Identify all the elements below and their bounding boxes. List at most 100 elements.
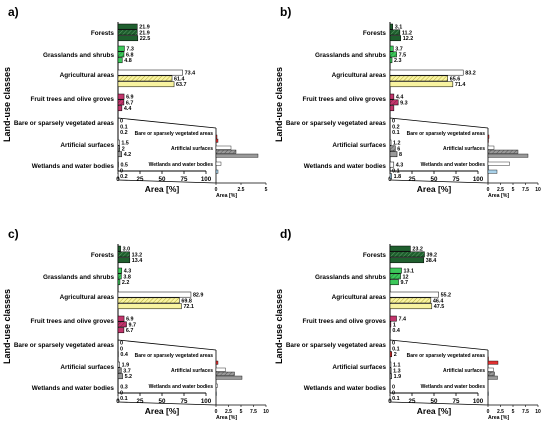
value-label: 72.1 [183, 304, 194, 310]
bar [117, 105, 123, 112]
category-label: Grasslands and shrubs [315, 52, 386, 59]
value-label: 2.2 [122, 280, 130, 286]
inset-bar [215, 153, 259, 158]
value-label: 46.4 [433, 298, 444, 304]
bar [117, 373, 123, 380]
inset-tick-label: 7.5 [522, 187, 529, 193]
zoom-connector [117, 179, 217, 184]
inset-category-label: Artificial surfaces [171, 368, 213, 374]
category-label: Wetlands and water bodies [304, 163, 387, 170]
inset-category-label: Artificial surfaces [443, 368, 485, 374]
value-label: 0 [120, 341, 123, 347]
value-label: 5.2 [125, 374, 132, 380]
inset-x-axis-title: Area [%] [216, 193, 237, 199]
inset-bar [487, 356, 489, 361]
zoom-connector [389, 401, 489, 406]
value-label: 0.4 [120, 352, 128, 358]
inset-tick-label: 7.5 [522, 409, 529, 415]
category-label: Bare or sparsely vegetated areas [286, 120, 387, 127]
inset-bar [487, 360, 499, 365]
category-label: Forests [363, 30, 387, 37]
zoom-connector [389, 117, 489, 129]
bar [117, 93, 125, 100]
value-label: 0.2 [120, 174, 128, 180]
x-tick-label: 0 [388, 398, 392, 405]
category-label: Fruit trees and olive groves [303, 318, 387, 325]
bar [389, 273, 401, 280]
x-axis-title: Area [%] [145, 406, 180, 416]
value-label: 6.9 [126, 95, 133, 101]
panel-d: d) Land-use classes Forests Grasslands and … [274, 227, 541, 421]
x-tick-label: 50 [431, 176, 438, 183]
bar [389, 23, 393, 30]
inset-bar [487, 145, 495, 150]
category-label: Bare or sparsely vegetated areas [14, 120, 115, 127]
inset-tick-label: 5 [512, 409, 515, 415]
bar [117, 145, 121, 152]
value-label: 0 [120, 346, 123, 352]
value-label: 0.5 [120, 163, 128, 169]
inset-bar [215, 161, 222, 166]
value-label: 0 [392, 385, 395, 391]
bar [117, 297, 180, 304]
inset-bar [487, 153, 529, 158]
inset-bar [487, 375, 498, 380]
bar [389, 303, 433, 310]
inset-tick-label: 2.5 [497, 187, 504, 193]
category-label: Wetlands and water bodies [32, 385, 115, 392]
bar [117, 257, 131, 264]
inset-bar [215, 138, 219, 143]
value-label: 0.1 [120, 124, 128, 130]
value-label: 0 [120, 390, 123, 396]
bar [117, 69, 183, 76]
bar [389, 93, 395, 100]
inset-tick-label: 5 [265, 187, 268, 193]
value-label: 3.7 [123, 368, 131, 374]
bar [117, 279, 121, 286]
value-label: 12.2 [403, 36, 414, 42]
value-label: 6.8 [126, 52, 134, 58]
inset-bar [487, 134, 490, 139]
value-label: 6.7 [126, 100, 133, 106]
value-label: 4.8 [124, 58, 132, 64]
panel-label: d) [280, 227, 291, 241]
x-tick-label: 50 [159, 176, 166, 183]
inset-bar [215, 391, 217, 396]
value-label: 1.9 [394, 374, 402, 380]
value-label: 0 [120, 168, 123, 174]
inset-bar [215, 375, 243, 380]
bar [117, 291, 192, 298]
value-label: 9.7 [129, 322, 137, 328]
bar [117, 267, 123, 274]
value-label: 0.1 [392, 396, 400, 402]
value-label: 0 [120, 119, 123, 125]
zoom-connector [117, 401, 217, 406]
inset-bar [215, 360, 219, 365]
x-tick-label: 100 [473, 398, 484, 405]
value-label: 2.3 [394, 58, 402, 64]
bar [389, 145, 396, 152]
inset-tick-label: 7.5 [250, 409, 257, 415]
x-axis-title: Area [%] [417, 184, 452, 194]
x-axis-title: Area [%] [417, 406, 452, 416]
x-tick-label: 50 [431, 398, 438, 405]
value-label: 1 [393, 322, 396, 328]
bar [389, 105, 395, 112]
panel-label: a) [8, 5, 19, 19]
inset-tick-label: 0 [487, 187, 490, 193]
value-label: 4.4 [124, 106, 132, 112]
bar [389, 139, 392, 146]
x-tick-label: 75 [453, 176, 460, 183]
bar [389, 291, 439, 298]
category-label: Wetlands and water bodies [304, 385, 387, 392]
category-label: Artificial surfaces [332, 142, 386, 149]
value-label: 23.2 [412, 247, 423, 253]
bar [117, 361, 120, 368]
bar [389, 315, 397, 322]
x-tick-label: 100 [201, 176, 212, 183]
bar [389, 367, 392, 374]
bar [389, 29, 401, 36]
bar [117, 273, 122, 280]
value-label: 0.1 [392, 168, 400, 174]
value-label: 38.4 [426, 258, 437, 264]
